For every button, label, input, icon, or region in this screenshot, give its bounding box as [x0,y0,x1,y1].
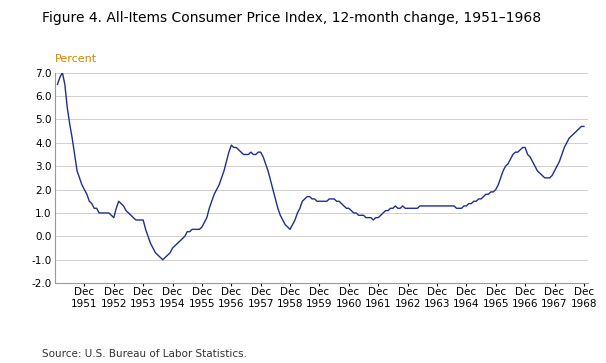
Text: Source: U.S. Bureau of Labor Statistics.: Source: U.S. Bureau of Labor Statistics. [42,349,247,359]
Text: Percent: Percent [55,54,97,64]
Text: Figure 4. All-Items Consumer Price Index, 12-month change, 1951–1968: Figure 4. All-Items Consumer Price Index… [42,11,542,25]
